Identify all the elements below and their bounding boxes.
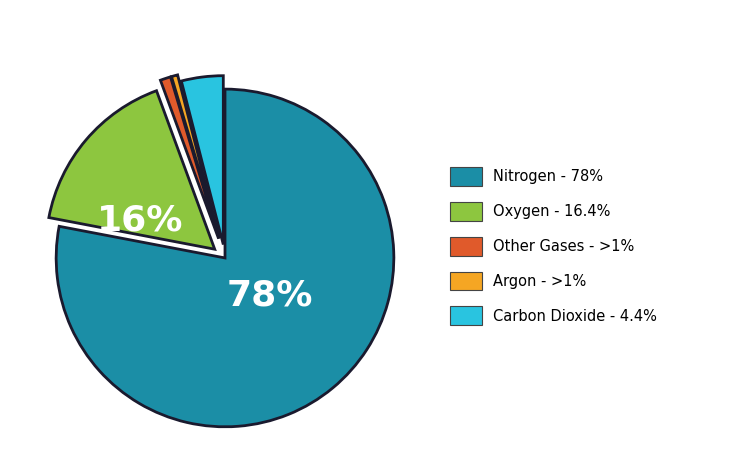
Wedge shape [172, 75, 220, 238]
Wedge shape [49, 91, 214, 249]
Wedge shape [160, 77, 218, 239]
Wedge shape [56, 89, 394, 427]
Text: 16%: 16% [98, 204, 184, 237]
Legend: Nitrogen - 78%, Oxygen - 16.4%, Other Gases - >1%, Argon - >1%, Carbon Dioxide -: Nitrogen - 78%, Oxygen - 16.4%, Other Ga… [442, 160, 664, 333]
Wedge shape [182, 76, 224, 244]
Text: 78%: 78% [227, 279, 314, 313]
Text: COMPOSITION OF EXHALED AIR: COMPOSITION OF EXHALED AIR [15, 16, 505, 45]
